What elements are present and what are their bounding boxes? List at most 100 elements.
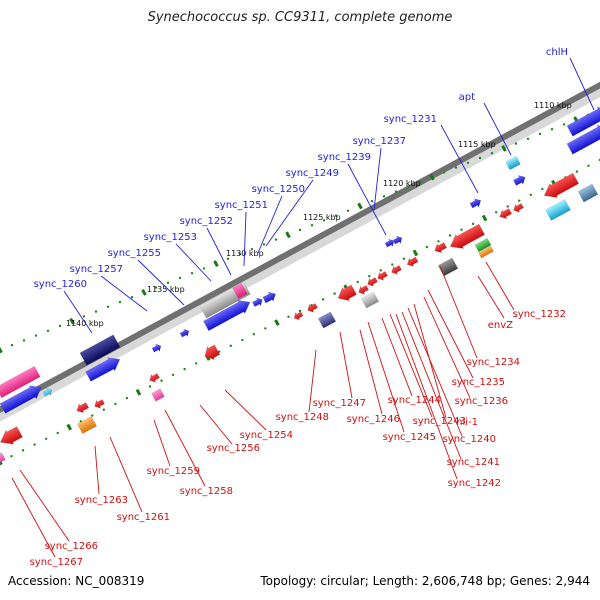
gene-sync-1248-leader <box>308 349 317 413</box>
gene-sync-1231-label[interactable]: sync_1231 <box>384 114 437 125</box>
gene-sync-1267-leader <box>11 477 56 558</box>
outer-tick-track-minor-tick <box>394 190 398 193</box>
gene-sync-1239-label[interactable]: sync_1239 <box>318 152 371 163</box>
feature-sync-1244-shape <box>367 277 378 287</box>
outer-tick-track-minor-tick <box>202 267 206 270</box>
gene-apt-label[interactable]: apt <box>459 92 475 103</box>
scale-label: 1120 kbp <box>383 179 421 188</box>
feature-sync-1248 <box>307 303 318 313</box>
gene-sync-1254-label[interactable]: sync_1254 <box>240 430 293 441</box>
gene-sync-1261-label[interactable]: sync_1261 <box>117 512 170 523</box>
inner-tick-track-minor-tick <box>391 263 394 266</box>
outer-tick-track-minor-tick <box>226 257 230 260</box>
feature-sync-1248-shape <box>307 303 318 313</box>
gene-sync-1247-label[interactable]: sync_1247 <box>313 398 366 409</box>
outer-tick-track-minor-tick <box>118 300 122 304</box>
gene-sync-1260-leader <box>63 290 93 334</box>
outer-tick-track-minor-tick <box>82 315 86 318</box>
gene-sync-1257-label[interactable]: sync_1257 <box>70 264 123 275</box>
gene-sync-1235-label[interactable]: sync_1235 <box>452 377 505 388</box>
inner-tick-track-major-tick <box>66 423 72 431</box>
inner-tick-track-minor-tick <box>21 449 25 452</box>
feature-envZ-lane-shape <box>545 199 571 221</box>
outer-tick-track-minor-tick <box>46 329 50 332</box>
gene-sync-1243-label[interactable]: sync_1243 <box>413 416 466 427</box>
gene-sync-1244-label[interactable]: sync_1244 <box>388 395 441 406</box>
gene-apt-leader <box>483 102 512 156</box>
gene-sync-1246-label[interactable]: sync_1246 <box>347 414 400 425</box>
outer-tick-track-minor-tick <box>262 243 266 246</box>
inner-tick-track-major-tick <box>135 388 142 396</box>
feature-sync-1256-shape <box>149 373 160 383</box>
feature-sync-1247 <box>317 311 337 329</box>
feature-sync-1242 <box>391 265 402 275</box>
feature-sync-1235 <box>513 203 524 213</box>
gene-sync-1253-label[interactable]: sync_1253 <box>144 232 197 243</box>
outer-tick-track-minor-tick <box>310 224 314 227</box>
feature-sync-1246 <box>337 284 357 301</box>
feature-hli-1 <box>434 242 448 254</box>
gene-sync-1258-label[interactable]: sync_1258 <box>180 486 233 497</box>
gene-sync-1258-leader <box>164 409 206 487</box>
gene-sync-1232-label[interactable]: sync_1232 <box>513 309 566 320</box>
gene-sync-1260-label[interactable]: sync_1260 <box>34 279 87 290</box>
gene-sync-1254-leader <box>224 389 267 431</box>
feature-sync-1249 <box>262 291 277 304</box>
inner-tick-track-minor-tick <box>402 257 406 260</box>
gene-sync-1266-label[interactable]: sync_1266 <box>45 541 98 552</box>
gene-sync-1240-label[interactable]: sync_1240 <box>443 434 496 445</box>
gene-sync-1266-leader <box>19 469 70 542</box>
feature-chlH-lane2 <box>566 124 600 155</box>
feature-sync-1239b-shape <box>392 235 403 245</box>
feature-sync-1260a-shape <box>79 334 121 366</box>
gene-sync-1256-label[interactable]: sync_1256 <box>207 443 260 454</box>
gene-sync-1259-label[interactable]: sync_1259 <box>147 466 200 477</box>
outer-tick-track-major-tick <box>213 260 219 267</box>
feature-sync-1261 <box>76 402 90 414</box>
feature-orange-a <box>478 245 494 259</box>
gene-sync-1237-label[interactable]: sync_1237 <box>353 136 406 147</box>
gene-sync-1251-label[interactable]: sync_1251 <box>215 200 268 211</box>
gene-sync-1248-label[interactable]: sync_1248 <box>276 412 329 423</box>
inner-tick-track-minor-tick <box>44 437 48 440</box>
feature-chlH-lane1 <box>566 106 600 137</box>
inner-tick-track-minor-tick <box>471 222 475 226</box>
outer-tick-track-minor-tick <box>550 128 554 131</box>
gene-sync-1263-label[interactable]: sync_1263 <box>75 495 128 506</box>
outer-tick-track-minor-tick <box>334 214 338 217</box>
inner-tick-track-minor-tick <box>148 385 152 388</box>
outer-tick-track-minor-tick <box>406 185 410 188</box>
feature-sync-1239a-shape <box>384 238 395 248</box>
outer-tick-track-minor-tick <box>562 123 566 126</box>
feature-sync-1234-shape <box>499 208 513 220</box>
feature-sync-1267 <box>0 452 6 464</box>
feature-sync-1247-shape <box>317 311 337 329</box>
gene-sync-1250-label[interactable]: sync_1250 <box>252 184 305 195</box>
gene-sync-1249-label[interactable]: sync_1249 <box>286 168 339 179</box>
feature-steel-block <box>577 183 599 203</box>
inner-tick-track-minor-tick <box>518 199 521 202</box>
gene-sync-1267-label[interactable]: sync_1267 <box>30 557 83 568</box>
gene-sync-1261-leader <box>109 436 143 513</box>
gene-sync-1255-label[interactable]: sync_1255 <box>108 248 161 259</box>
inner-tick-track-minor-tick <box>287 315 290 319</box>
gene-chlH-label[interactable]: chlH <box>546 47 568 58</box>
inner-tick-track-minor-tick <box>264 327 267 330</box>
gene-envZ-label[interactable]: envZ <box>488 320 513 331</box>
feature-left-pink-shape <box>0 365 41 399</box>
gene-sync-1245-label[interactable]: sync_1245 <box>383 432 436 443</box>
gene-sync-1232-leader <box>485 261 515 311</box>
feature-sync-1231 <box>512 174 526 186</box>
gene-sync-1241-label[interactable]: sync_1241 <box>447 457 500 468</box>
inner-tick-track-minor-tick <box>125 396 129 400</box>
feature-sync-1237-shape <box>469 198 482 209</box>
gene-hli-1-label[interactable]: hli-1 <box>456 417 478 428</box>
gene-sync-1236-label[interactable]: sync_1236 <box>455 396 508 407</box>
gene-sync-1240-leader <box>407 307 463 437</box>
gene-sync-1234-leader <box>439 265 478 359</box>
outer-tick-track-minor-tick <box>178 276 182 280</box>
gene-sync-1234-label[interactable]: sync_1234 <box>467 357 520 368</box>
gene-sync-1263-leader <box>94 445 100 495</box>
gene-sync-1242-label[interactable]: sync_1242 <box>448 478 501 489</box>
gene-sync-1252-label[interactable]: sync_1252 <box>180 216 233 227</box>
